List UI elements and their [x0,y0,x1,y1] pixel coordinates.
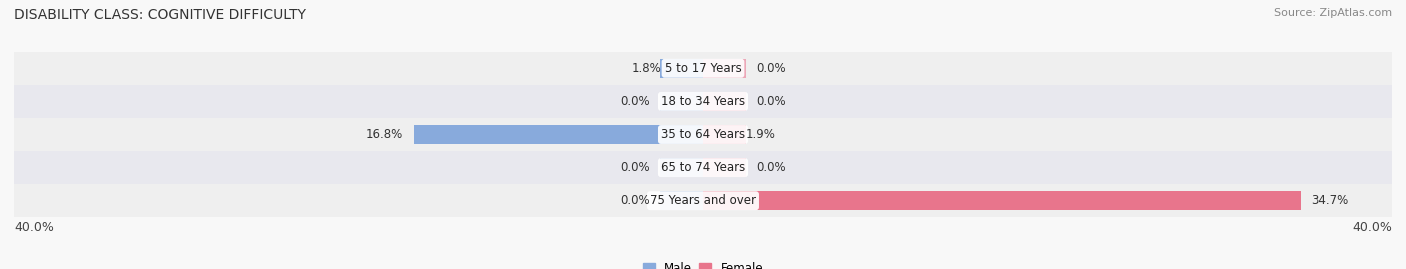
Text: 0.0%: 0.0% [620,194,650,207]
Text: 75 Years and over: 75 Years and over [650,194,756,207]
Text: 65 to 74 Years: 65 to 74 Years [661,161,745,174]
Bar [703,191,1301,210]
Text: 35 to 64 Years: 35 to 64 Years [661,128,745,141]
Text: Source: ZipAtlas.com: Source: ZipAtlas.com [1274,8,1392,18]
Bar [703,158,747,177]
Bar [659,92,703,111]
Text: 18 to 34 Years: 18 to 34 Years [661,95,745,108]
Bar [659,125,703,144]
Bar [703,191,747,210]
Text: 16.8%: 16.8% [366,128,404,141]
Text: 1.8%: 1.8% [631,62,662,75]
Bar [703,59,747,78]
Bar [659,191,703,210]
Bar [703,125,735,144]
Legend: Male, Female: Male, Female [638,258,768,269]
Bar [703,125,747,144]
Bar [672,59,703,78]
Text: 0.0%: 0.0% [756,95,786,108]
Text: 0.0%: 0.0% [756,62,786,75]
Text: 1.9%: 1.9% [747,128,776,141]
Bar [659,59,703,78]
Bar [413,125,703,144]
Text: 34.7%: 34.7% [1310,194,1348,207]
Bar [14,184,1392,217]
Bar [659,158,703,177]
Bar [703,92,747,111]
Text: 0.0%: 0.0% [620,95,650,108]
Text: 5 to 17 Years: 5 to 17 Years [665,62,741,75]
Bar [14,52,1392,85]
Text: 40.0%: 40.0% [14,221,53,234]
Bar [14,118,1392,151]
Text: 0.0%: 0.0% [620,161,650,174]
Text: 0.0%: 0.0% [756,161,786,174]
Bar [14,151,1392,184]
Text: 40.0%: 40.0% [1353,221,1392,234]
Bar [14,85,1392,118]
Text: DISABILITY CLASS: COGNITIVE DIFFICULTY: DISABILITY CLASS: COGNITIVE DIFFICULTY [14,8,307,22]
